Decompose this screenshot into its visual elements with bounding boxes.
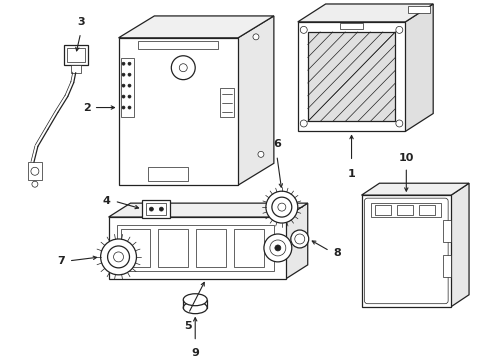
Circle shape — [269, 240, 285, 256]
Circle shape — [159, 207, 163, 211]
Circle shape — [274, 245, 280, 251]
FancyBboxPatch shape — [364, 198, 447, 304]
Bar — [118, 38, 238, 185]
Ellipse shape — [183, 302, 207, 314]
Text: 6: 6 — [272, 139, 280, 149]
Bar — [108, 217, 285, 279]
Text: 4: 4 — [102, 196, 110, 206]
Circle shape — [257, 151, 264, 157]
Bar — [418, 205, 434, 215]
Bar — [120, 58, 134, 117]
Text: 5: 5 — [184, 321, 192, 330]
Circle shape — [149, 207, 153, 211]
Bar — [28, 162, 42, 180]
Circle shape — [128, 95, 131, 98]
Bar — [361, 195, 450, 307]
Ellipse shape — [183, 294, 207, 306]
Circle shape — [128, 106, 131, 109]
Text: 10: 10 — [398, 153, 413, 163]
Circle shape — [107, 246, 129, 268]
Circle shape — [32, 181, 38, 187]
Text: 3: 3 — [77, 17, 84, 27]
Bar — [142, 200, 170, 218]
Polygon shape — [361, 183, 468, 195]
Text: 2: 2 — [83, 103, 90, 113]
Circle shape — [128, 84, 131, 87]
Text: 9: 9 — [191, 347, 199, 357]
Bar — [116, 225, 273, 271]
Circle shape — [171, 56, 195, 80]
Bar — [71, 65, 81, 73]
Bar — [307, 32, 394, 121]
Bar — [63, 45, 87, 65]
Circle shape — [290, 230, 308, 248]
Circle shape — [31, 167, 39, 175]
Polygon shape — [297, 4, 432, 22]
Circle shape — [122, 106, 125, 109]
Circle shape — [113, 252, 123, 262]
Bar — [397, 205, 412, 215]
Bar — [158, 229, 188, 267]
Bar — [220, 87, 234, 117]
Circle shape — [252, 34, 259, 40]
Circle shape — [265, 191, 297, 223]
Bar — [375, 205, 390, 215]
Circle shape — [179, 64, 187, 72]
Circle shape — [101, 239, 136, 275]
Circle shape — [395, 120, 402, 127]
Circle shape — [122, 62, 125, 65]
Polygon shape — [405, 4, 432, 131]
Bar — [234, 229, 264, 267]
Circle shape — [122, 73, 125, 76]
Polygon shape — [108, 203, 307, 217]
Text: 7: 7 — [57, 256, 64, 266]
Bar — [339, 23, 363, 29]
Text: 8: 8 — [333, 248, 341, 258]
Bar — [371, 203, 440, 217]
Polygon shape — [450, 183, 468, 307]
Circle shape — [294, 234, 304, 244]
Circle shape — [128, 73, 131, 76]
Bar — [67, 48, 84, 62]
Text: 1: 1 — [347, 169, 355, 179]
Circle shape — [122, 95, 125, 98]
Bar — [138, 41, 218, 49]
Bar — [196, 229, 225, 267]
Circle shape — [395, 26, 402, 33]
Bar — [407, 6, 429, 13]
Polygon shape — [285, 203, 307, 279]
Circle shape — [300, 26, 306, 33]
Circle shape — [122, 84, 125, 87]
Polygon shape — [118, 16, 273, 38]
Circle shape — [277, 203, 285, 211]
Bar — [442, 255, 450, 277]
Circle shape — [128, 62, 131, 65]
Bar — [297, 22, 405, 131]
Bar — [120, 229, 150, 267]
Circle shape — [271, 197, 291, 217]
Bar — [146, 203, 166, 215]
Bar — [148, 167, 188, 181]
Circle shape — [300, 120, 306, 127]
Bar — [442, 220, 450, 242]
Polygon shape — [238, 16, 273, 185]
Circle shape — [264, 234, 291, 262]
